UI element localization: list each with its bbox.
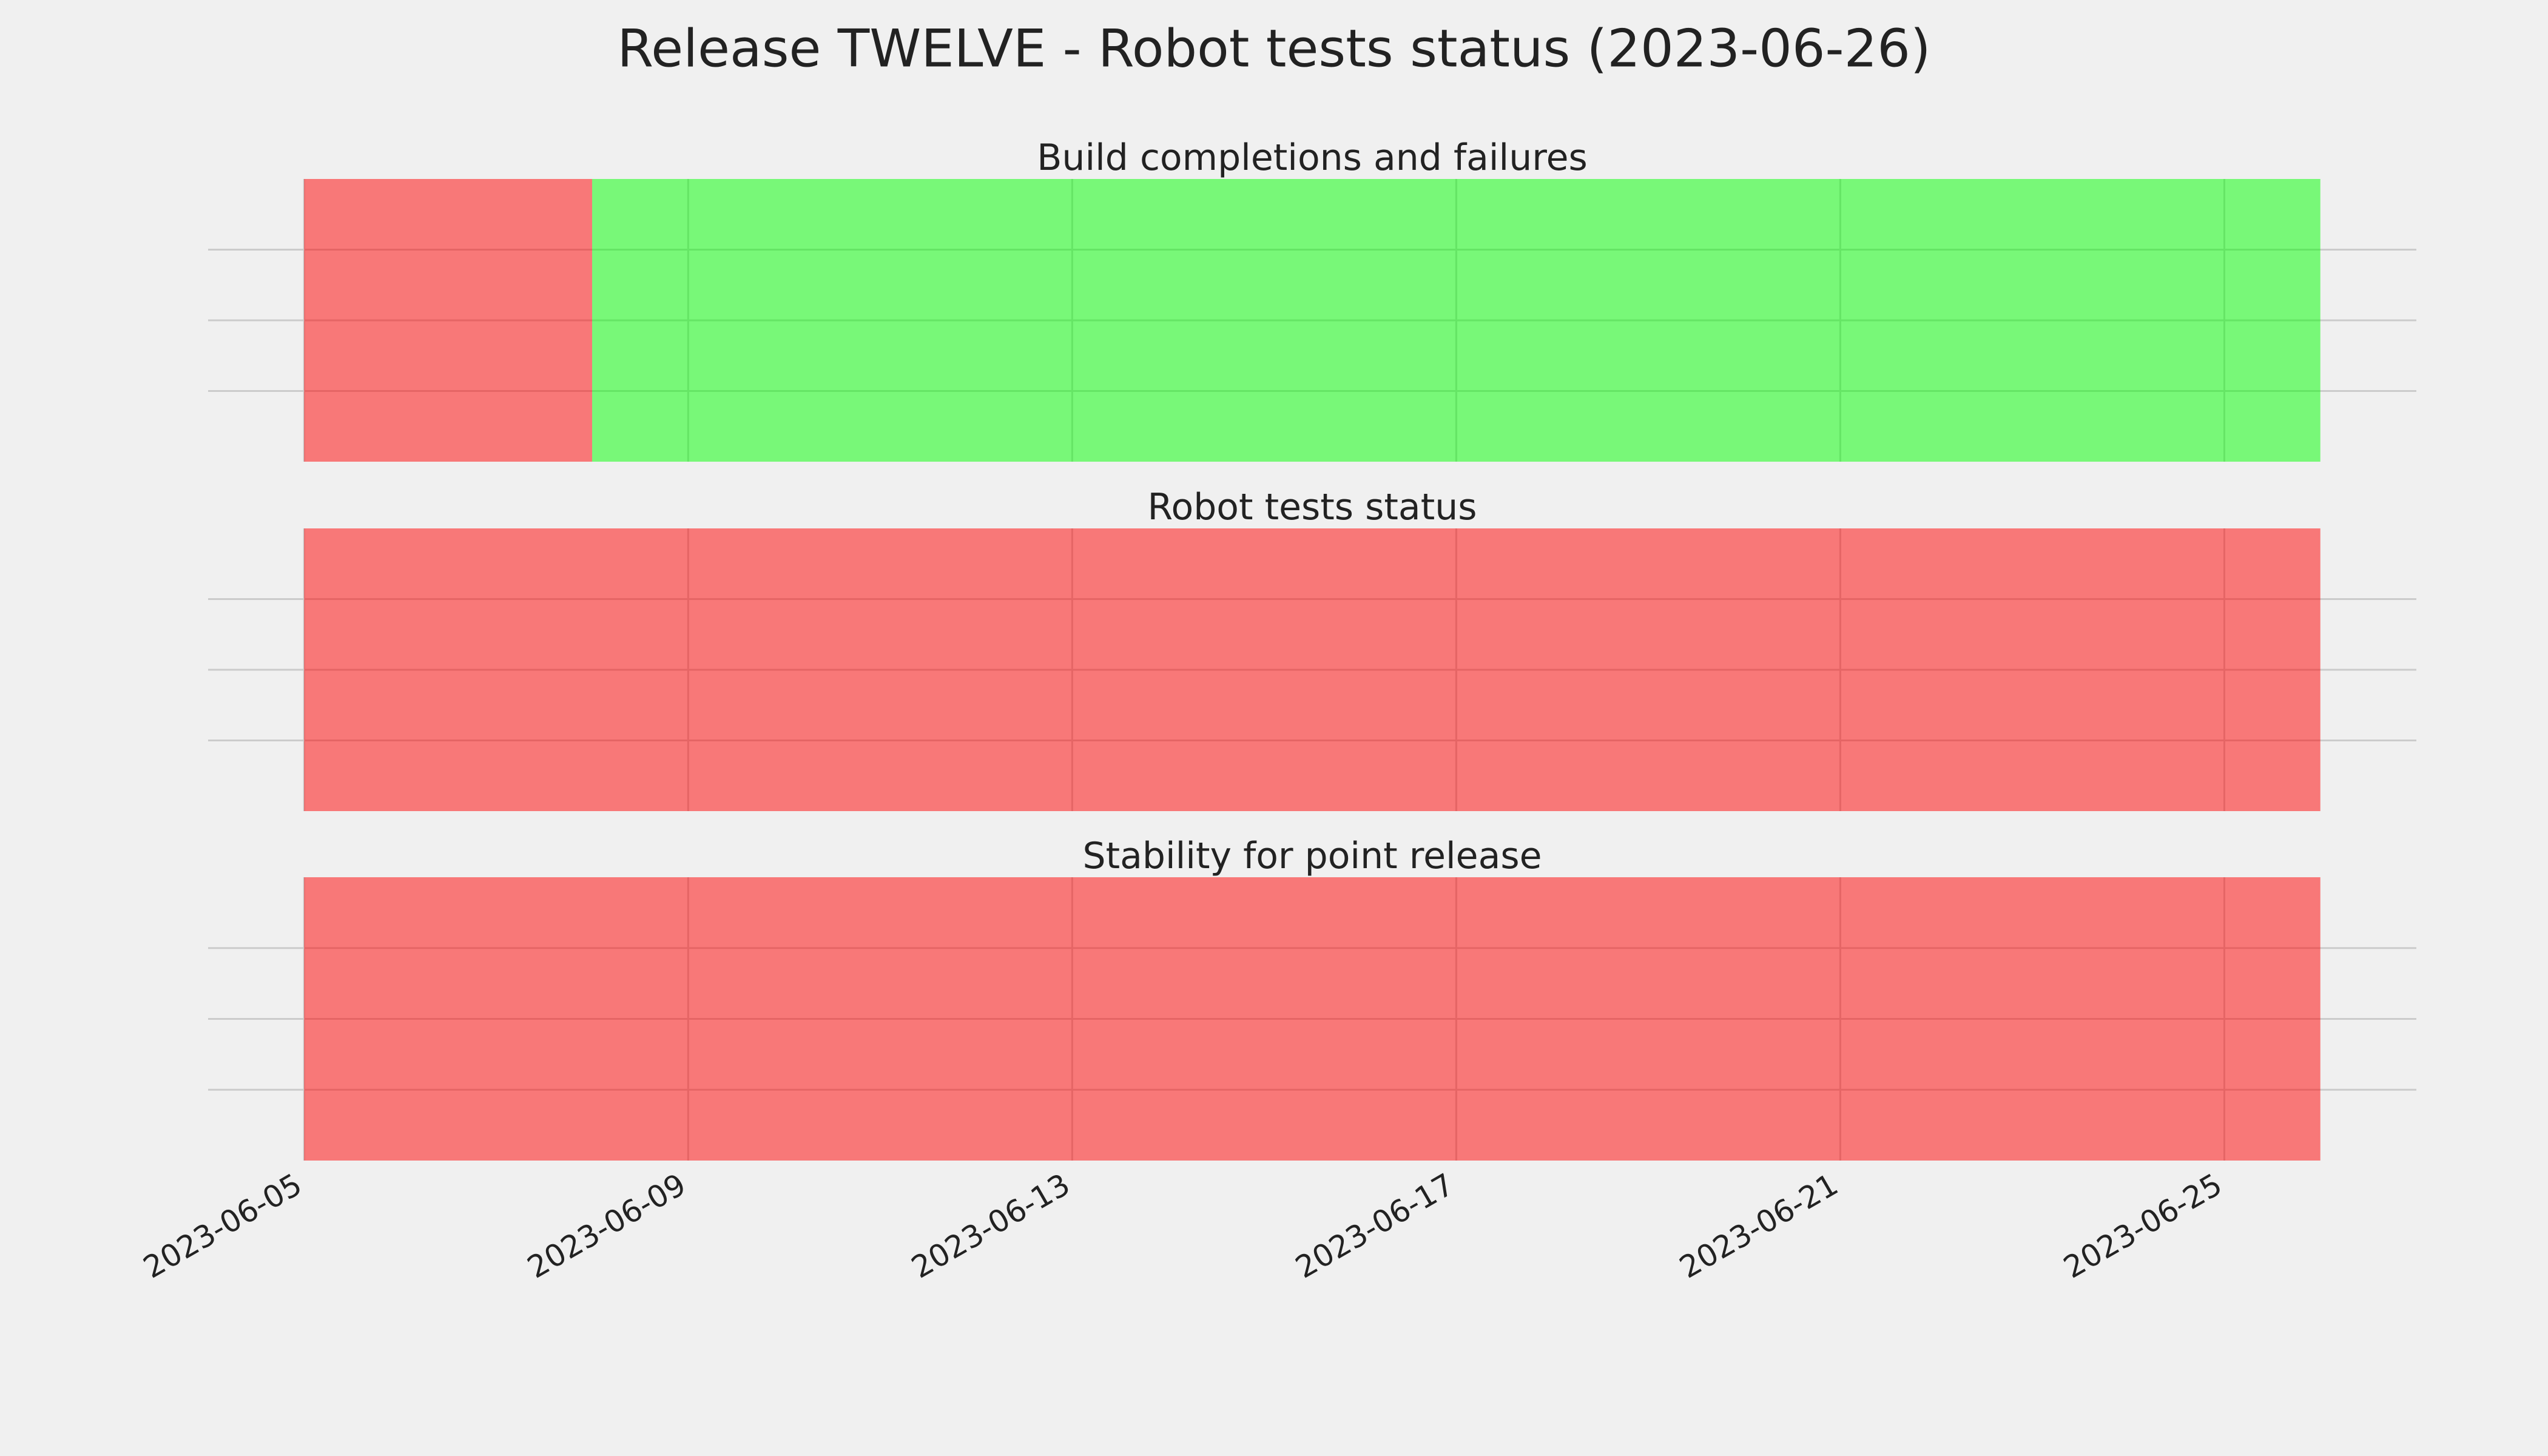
status-span	[592, 179, 2320, 462]
subplot-title: Build completions and failures	[1037, 136, 1588, 179]
x-tick-label: 2023-06-17	[1290, 1167, 1460, 1286]
x-tick-label: 2023-06-09	[522, 1167, 692, 1286]
x-tick-label: 2023-06-13	[906, 1167, 1076, 1286]
subplot-title: Robot tests status	[1147, 486, 1477, 528]
figure-title: Release TWELVE - Robot tests status (202…	[617, 18, 1930, 79]
x-tick-label: 2023-06-21	[1674, 1167, 1844, 1286]
x-tick-label: 2023-06-25	[2058, 1167, 2228, 1286]
status-span	[304, 528, 2320, 811]
status-span	[304, 877, 2320, 1161]
status-span	[304, 179, 593, 462]
subplot-title: Stability for point release	[1082, 835, 1542, 877]
x-tick-label: 2023-06-05	[138, 1167, 308, 1286]
